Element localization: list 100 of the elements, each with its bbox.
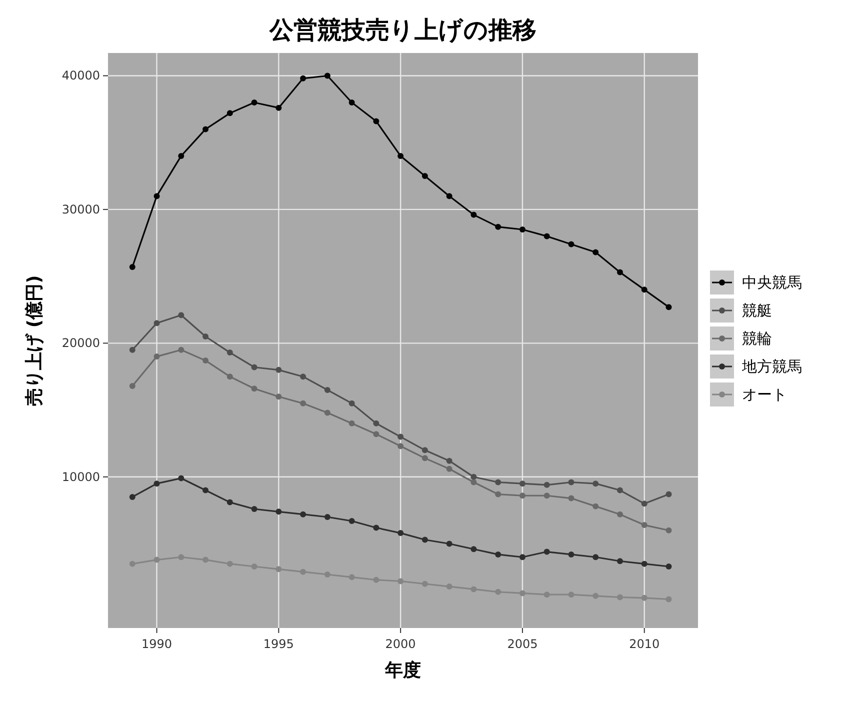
point	[666, 527, 672, 534]
point	[373, 576, 380, 583]
point	[470, 546, 477, 552]
point	[446, 466, 452, 472]
point	[129, 264, 136, 270]
point	[616, 487, 623, 494]
x-tick-label: 2005	[507, 637, 538, 651]
point	[544, 492, 550, 499]
point	[446, 584, 452, 590]
point	[154, 480, 160, 487]
x-axis-title: 年度	[384, 660, 421, 681]
point	[568, 592, 574, 598]
point	[202, 556, 209, 563]
point	[226, 560, 233, 567]
point	[276, 366, 282, 373]
point	[495, 491, 502, 498]
point	[544, 482, 550, 488]
point	[495, 588, 502, 595]
point	[373, 420, 380, 426]
legend-label: 競輪	[742, 330, 772, 348]
chart-title: 公営競技売り上げの推移	[268, 16, 536, 44]
point	[398, 434, 404, 440]
point	[544, 592, 550, 598]
point	[348, 400, 355, 406]
point	[154, 354, 160, 360]
point	[226, 374, 233, 380]
y-tick-label: 20000	[62, 336, 100, 350]
point	[641, 560, 648, 567]
point	[202, 126, 209, 132]
x-tick-label: 1990	[141, 637, 172, 651]
point	[251, 386, 258, 392]
point	[641, 594, 648, 601]
point	[519, 554, 526, 560]
point	[641, 286, 648, 293]
point	[373, 431, 380, 438]
point	[300, 374, 306, 380]
point	[616, 558, 623, 564]
point	[154, 556, 160, 563]
point	[495, 551, 502, 558]
point	[251, 364, 258, 370]
point	[324, 386, 330, 393]
point	[519, 492, 526, 499]
legend-label: オート	[742, 386, 787, 404]
point	[616, 594, 623, 600]
point	[129, 494, 136, 500]
point	[202, 358, 209, 364]
y-axis-title: 売り上げ (億円)	[24, 275, 45, 406]
point	[666, 596, 672, 602]
point	[226, 350, 233, 356]
x-tick-label: 2000	[385, 637, 416, 651]
point	[422, 173, 428, 180]
point	[300, 75, 306, 82]
point	[592, 480, 599, 487]
point	[544, 548, 550, 555]
x-tick-label: 1995	[263, 637, 294, 651]
point	[398, 578, 404, 584]
point	[251, 99, 258, 106]
legend-label: 中央競馬	[742, 274, 802, 292]
point	[398, 152, 404, 159]
point	[446, 540, 452, 547]
point	[129, 382, 136, 389]
point	[154, 193, 160, 200]
point	[373, 118, 380, 124]
point	[666, 563, 672, 570]
x-tick-label: 2010	[629, 637, 660, 651]
legend-label: 地方競馬	[741, 358, 802, 376]
point	[568, 551, 574, 558]
point	[666, 304, 672, 310]
point	[592, 554, 599, 560]
point	[129, 560, 136, 567]
point	[519, 590, 526, 596]
y-tick-label: 40000	[62, 68, 100, 83]
point	[592, 503, 599, 510]
point	[276, 508, 282, 515]
point	[348, 518, 355, 524]
point	[251, 506, 258, 512]
point	[178, 554, 184, 560]
point	[202, 487, 209, 494]
point	[470, 586, 477, 592]
point	[324, 410, 330, 416]
point	[568, 479, 574, 486]
point	[251, 563, 258, 570]
point	[544, 233, 550, 240]
point	[641, 500, 648, 507]
point	[568, 241, 574, 248]
point	[202, 333, 209, 340]
point	[226, 110, 233, 116]
point	[446, 458, 452, 464]
point	[641, 522, 648, 528]
point	[495, 479, 502, 486]
point	[422, 447, 428, 454]
point	[398, 530, 404, 536]
point	[519, 226, 526, 233]
point	[422, 536, 428, 543]
y-tick-label: 10000	[62, 470, 100, 484]
point	[422, 580, 428, 587]
point	[568, 495, 574, 502]
point	[373, 524, 380, 531]
point	[446, 193, 452, 200]
point	[398, 443, 404, 450]
